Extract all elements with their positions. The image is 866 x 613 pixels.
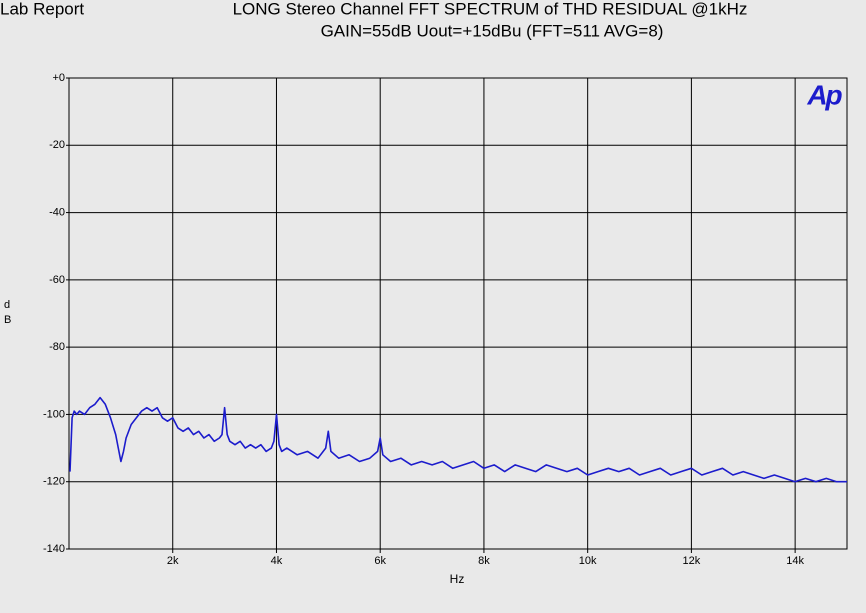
y-tick-label: -80 — [49, 341, 65, 353]
report-label: Lab Report — [0, 0, 84, 18]
x-tick-label: 14k — [786, 555, 804, 567]
y-tick-label: +0 — [52, 72, 65, 84]
spectrum-line — [69, 396, 847, 483]
x-axis-label: Hz — [450, 572, 465, 586]
logo: Ap — [806, 79, 842, 110]
x-tick-label: 8k — [478, 555, 490, 567]
y-tick-label: -20 — [49, 139, 65, 151]
chart-title: LONG Stereo Channel FFT SPECTRUM of THD … — [233, 0, 748, 18]
x-tick-label: 4k — [271, 555, 283, 567]
x-tick-label: 12k — [683, 555, 701, 567]
x-tick-label: 6k — [374, 555, 386, 567]
y-tick-label: -60 — [49, 274, 65, 286]
x-tick-label: 2k — [167, 555, 179, 567]
y-tick-label: -120 — [43, 476, 65, 488]
y-axis-label: dB — [4, 299, 12, 326]
y-tick-label: -100 — [43, 408, 65, 420]
chart-subtitle: GAIN=55dB Uout=+15dBu (FFT=511 AVG=8) — [321, 21, 664, 40]
x-tick-label: 10k — [579, 555, 597, 567]
y-tick-label: -140 — [43, 543, 65, 555]
plot-area — [68, 77, 848, 550]
y-tick-label: -40 — [49, 206, 65, 218]
